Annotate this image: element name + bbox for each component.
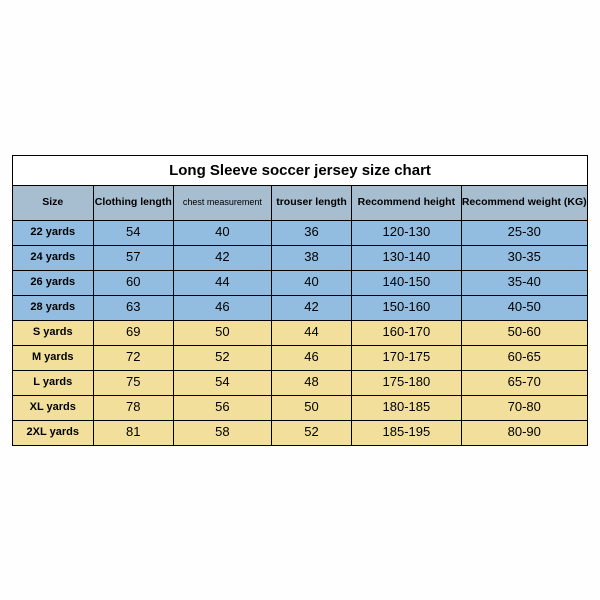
size-table: Size Clothing length chest measurement t… [12,185,588,446]
cell-size: 22 yards [13,220,94,245]
table-row: 24 yards574238130-14030-35 [13,245,588,270]
cell-trouser: 50 [271,395,352,420]
cell-height: 185-195 [352,420,461,445]
table-body: 22 yards544036120-13025-3024 yards574238… [13,220,588,445]
col-size: Size [13,185,94,220]
size-chart: Long Sleeve soccer jersey size chart Siz… [12,155,588,446]
cell-weight: 40-50 [461,295,588,320]
col-trouser-length: trouser length [271,185,352,220]
cell-height: 180-185 [352,395,461,420]
cell-clothing_length: 78 [93,395,174,420]
col-recommend-height: Recommend height [352,185,461,220]
table-row: XL yards785650180-18570-80 [13,395,588,420]
cell-size: L yards [13,370,94,395]
cell-weight: 80-90 [461,420,588,445]
cell-clothing_length: 75 [93,370,174,395]
cell-chest: 42 [174,245,272,270]
cell-weight: 35-40 [461,270,588,295]
col-clothing-length: Clothing length [93,185,174,220]
cell-trouser: 42 [271,295,352,320]
cell-chest: 44 [174,270,272,295]
cell-chest: 52 [174,345,272,370]
cell-weight: 65-70 [461,370,588,395]
cell-clothing_length: 81 [93,420,174,445]
table-row: 28 yards634642150-16040-50 [13,295,588,320]
table-row: M yards725246170-17560-65 [13,345,588,370]
col-recommend-weight: Recommend weight (KG) [461,185,588,220]
header-row: Size Clothing length chest measurement t… [13,185,588,220]
cell-trouser: 48 [271,370,352,395]
cell-size: XL yards [13,395,94,420]
cell-height: 130-140 [352,245,461,270]
table-row: 26 yards604440140-15035-40 [13,270,588,295]
cell-height: 120-130 [352,220,461,245]
cell-clothing_length: 72 [93,345,174,370]
cell-trouser: 36 [271,220,352,245]
cell-trouser: 46 [271,345,352,370]
cell-clothing_length: 69 [93,320,174,345]
table-row: L yards755448175-18065-70 [13,370,588,395]
cell-chest: 40 [174,220,272,245]
cell-clothing_length: 60 [93,270,174,295]
cell-chest: 54 [174,370,272,395]
cell-clothing_length: 54 [93,220,174,245]
cell-weight: 60-65 [461,345,588,370]
cell-weight: 50-60 [461,320,588,345]
cell-weight: 25-30 [461,220,588,245]
cell-weight: 70-80 [461,395,588,420]
cell-trouser: 52 [271,420,352,445]
cell-size: 24 yards [13,245,94,270]
cell-height: 170-175 [352,345,461,370]
table-row: 22 yards544036120-13025-30 [13,220,588,245]
cell-weight: 30-35 [461,245,588,270]
table-row: S yards695044160-17050-60 [13,320,588,345]
cell-height: 160-170 [352,320,461,345]
cell-chest: 50 [174,320,272,345]
cell-height: 175-180 [352,370,461,395]
cell-height: 150-160 [352,295,461,320]
cell-chest: 58 [174,420,272,445]
cell-size: 28 yards [13,295,94,320]
cell-size: M yards [13,345,94,370]
cell-height: 140-150 [352,270,461,295]
col-chest: chest measurement [174,185,272,220]
cell-size: 26 yards [13,270,94,295]
cell-trouser: 44 [271,320,352,345]
cell-clothing_length: 57 [93,245,174,270]
chart-title: Long Sleeve soccer jersey size chart [12,155,588,185]
cell-clothing_length: 63 [93,295,174,320]
cell-trouser: 40 [271,270,352,295]
cell-size: 2XL yards [13,420,94,445]
table-row: 2XL yards815852185-19580-90 [13,420,588,445]
cell-trouser: 38 [271,245,352,270]
cell-size: S yards [13,320,94,345]
cell-chest: 56 [174,395,272,420]
cell-chest: 46 [174,295,272,320]
